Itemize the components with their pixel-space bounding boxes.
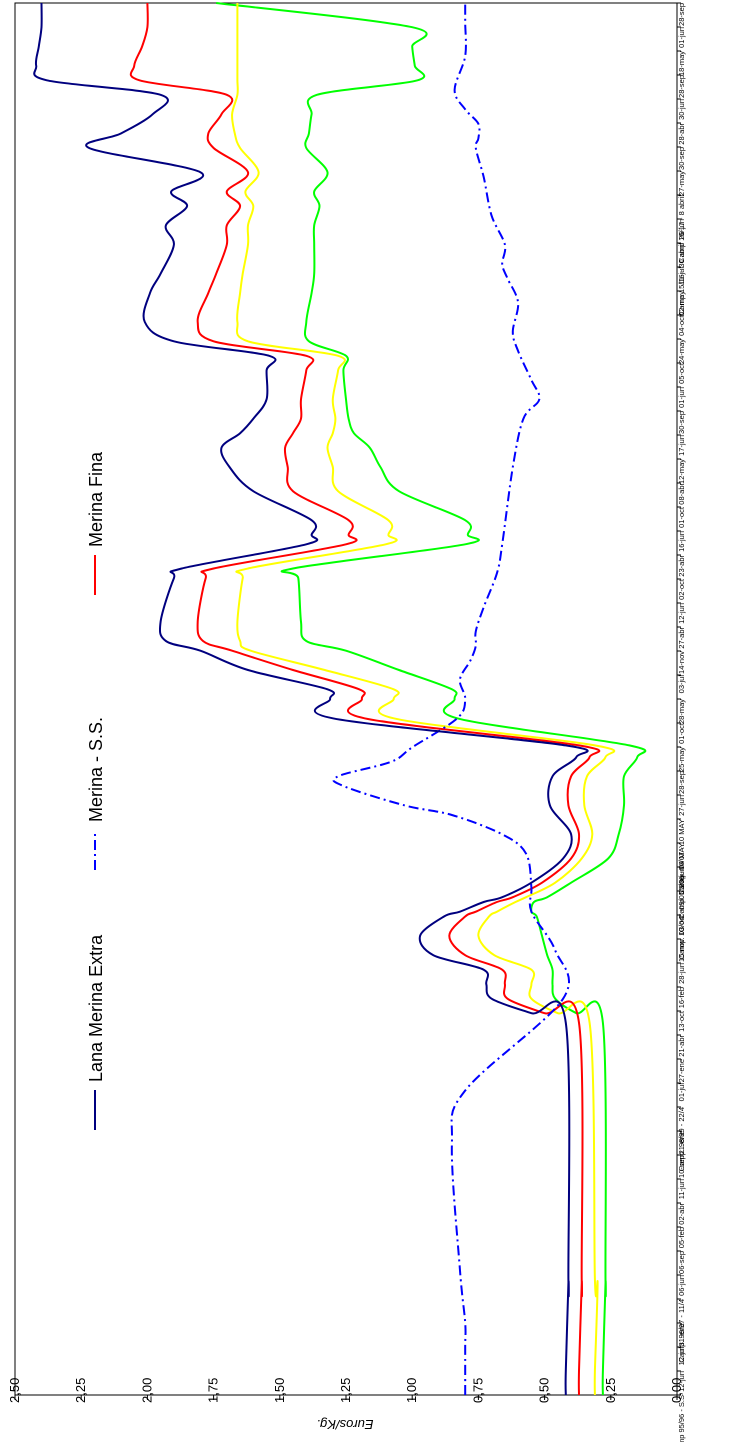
series-line-merina-s-s — [332, 3, 570, 1396]
y-axis-ticks: 0,00 0,25 0,50 0,75 1,00 1,25 1,50 1,75 2,00 2,25… — [7, 1378, 684, 1403]
x-tick-label: 28-sep — [677, 771, 686, 794]
x-tick-label: 05-oct — [677, 362, 686, 384]
x-tick-label: 26-jun — [677, 219, 686, 240]
y-tick-label: 0,75 — [470, 1378, 485, 1403]
y-tick-label: 1,25 — [338, 1378, 353, 1403]
series-line-lana-merina-extra — [33, 2, 589, 1396]
series-line-merina-fina — [129, 2, 601, 1396]
x-tick-label: Camp. 06/07 - 10 MAY — [677, 819, 686, 895]
x-tick-label: 30-sep — [677, 147, 686, 170]
x-tick-label: 27-abr — [677, 627, 686, 649]
x-tick-label: 12-jul — [677, 1347, 686, 1366]
x-tick-label: Camp 16/17 - 8 abril — [677, 195, 686, 263]
x-tick-label: 12-jun — [677, 1371, 686, 1392]
x-tick-label: 16-feb — [677, 987, 686, 1008]
x-tick-label: Camp. 98/99 - 22/4 — [677, 1107, 686, 1171]
x-tick-label: 13-oct — [677, 1010, 686, 1032]
x-tick-label: 01-jun — [677, 27, 686, 48]
x-tick-label: 01-oct — [677, 506, 686, 528]
y-tick-label: 1,75 — [206, 1378, 221, 1403]
legend: Lana Merina Extra Merina - S.S. Merina Fin… — [86, 451, 106, 1130]
x-tick-label: 25-may — [677, 747, 686, 772]
x-tick-label: 27-ene — [677, 1059, 686, 1082]
x-tick-label: 12-may — [677, 459, 686, 484]
y-axis-label: Euros/Kg. — [316, 1417, 373, 1432]
x-tick-label: Camp. 96/97 - 11/4 — [677, 1299, 686, 1363]
x-tick-label: 30-sep — [677, 411, 686, 434]
x-tick-label: 28-sep — [677, 3, 686, 26]
x-tick-label: 02-abr — [677, 1203, 686, 1225]
y-tick-label: 1,00 — [404, 1378, 419, 1403]
x-tick-label: 01-oct — [677, 722, 686, 744]
x-tick-label: 02-may — [677, 291, 686, 316]
x-tick-label: 08-abr — [677, 483, 686, 505]
x-tick-label: Camp 15/16 - 30 abril — [677, 243, 686, 315]
x-tick-label: 03-jul — [677, 675, 686, 694]
x-tick-label: 28-may — [677, 699, 686, 724]
x-tick-label: 28-sep — [677, 75, 686, 98]
x-tick-label: 06-jun — [677, 1275, 686, 1296]
x-tick-label: 31-ene — [677, 1323, 686, 1346]
legend-label: Merina Fina — [86, 451, 106, 547]
x-tick-label: Camp 95/96 - S.S — [677, 1395, 686, 1442]
legend-label: Lana Merina Extra — [86, 934, 106, 1082]
x-tick-label: 01-jul — [677, 1083, 686, 1102]
x-tick-label: 16-jun — [677, 531, 686, 552]
x-tick-label: 27-jun — [677, 795, 686, 816]
x-tick-label: 28-jun — [677, 963, 686, 984]
x-tick-label: 06-sep — [677, 1251, 686, 1274]
series-line-color-00ff00 — [216, 2, 647, 1396]
x-tick-label: 01-jun — [677, 387, 686, 408]
x-tick-label: 30-jun — [677, 99, 686, 120]
x-tick-label: 11-jun — [677, 1179, 686, 1199]
x-tick-label: 27-may — [677, 171, 686, 196]
x-tick-label: 18-may — [677, 51, 686, 76]
y-tick-label: 2,00 — [139, 1378, 154, 1403]
x-tick-label: 15-nov — [677, 939, 686, 962]
x-tick-label: 21-ene — [677, 1131, 686, 1154]
x-axis-ticks: Camp 95/96 - S.S12-jun12-jul31-eneCamp. … — [677, 2, 686, 1442]
x-tick-label: 24-may — [677, 339, 686, 364]
x-tick-label: 14-nov — [677, 651, 686, 674]
x-tick-label: 10-sep — [677, 1155, 686, 1178]
x-tick-label: Camp. 05/06 - 04 MAY — [677, 843, 686, 919]
y-tick-label: 0,50 — [537, 1378, 552, 1403]
x-tick-label: 21-abr — [677, 1035, 686, 1057]
series-lines — [33, 2, 647, 1396]
x-tick-label: 11-jul — [677, 267, 686, 285]
x-tick-label: Camp. 03/04 - 09/05 — [677, 891, 686, 959]
y-tick-label: 1,50 — [272, 1378, 287, 1403]
x-tick-label: 02-oct — [677, 578, 686, 600]
x-tick-label: 23-abr — [677, 555, 686, 577]
x-tick-label: 23-jun — [677, 867, 686, 888]
x-tick-label: 17-jun — [677, 435, 686, 456]
x-tick-label: 28-abr — [677, 123, 686, 145]
series-line-color-ffff00 — [231, 3, 616, 1396]
x-tick-label: 05-feb — [677, 1227, 686, 1248]
x-tick-label: 10-oct — [677, 914, 686, 936]
y-tick-label: 0,25 — [603, 1378, 618, 1403]
x-tick-label: 04-oct — [677, 314, 686, 336]
y-tick-label: 2,25 — [73, 1378, 88, 1403]
y-tick-label: 2,50 — [7, 1378, 22, 1403]
legend-label: Merina - S.S. — [86, 717, 106, 822]
x-tick-label: 12-jun — [677, 603, 686, 624]
y-tick-label: 0,00 — [669, 1378, 684, 1403]
